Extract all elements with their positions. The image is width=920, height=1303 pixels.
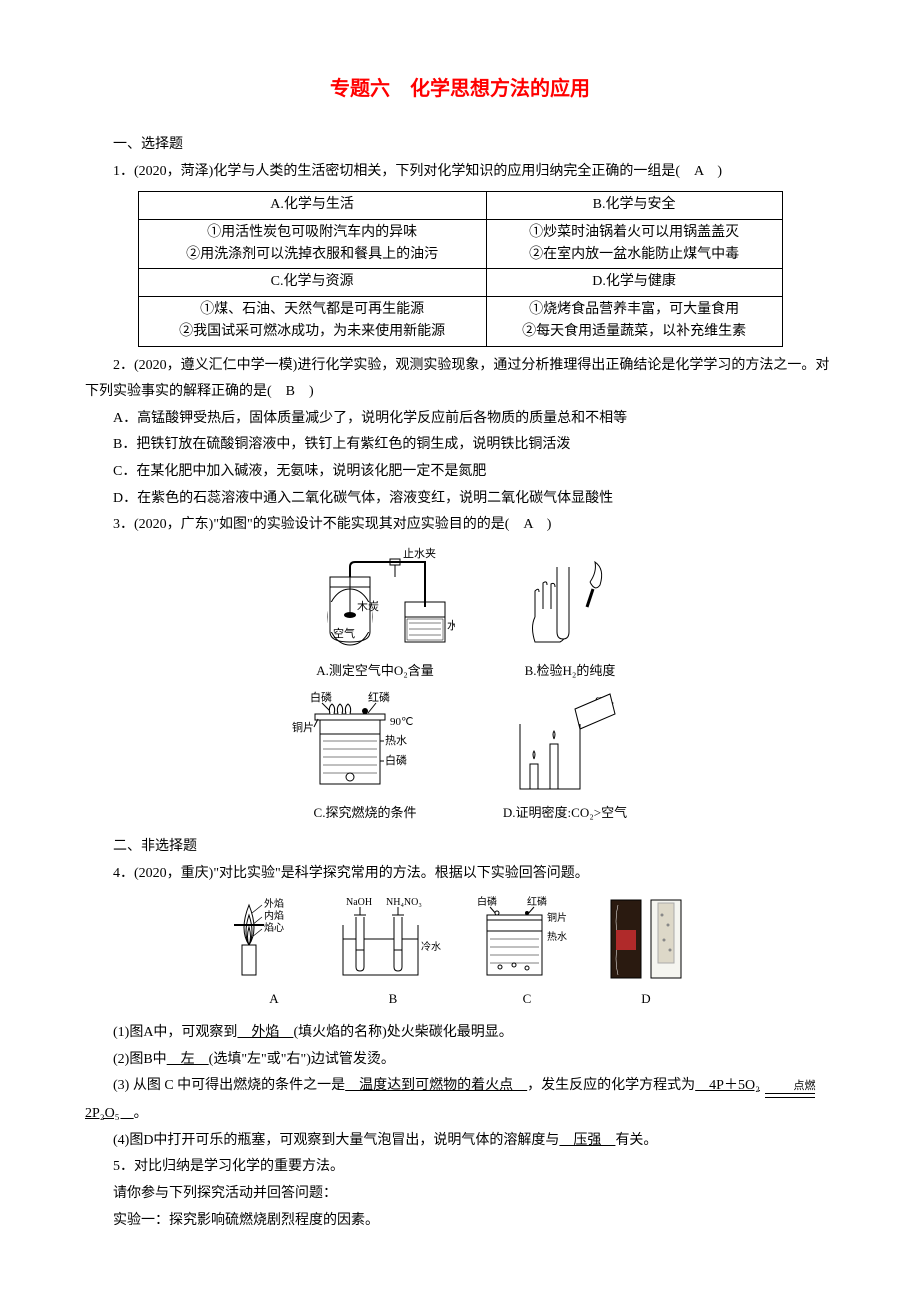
label-copper-c: 铜片	[547, 911, 567, 924]
q4-3-eq-arrow: 点燃	[765, 1081, 815, 1101]
q4-sub4: (4)图D中打开可乐的瓶塞，可观察到大量气泡冒出，说明气体的溶解度与 压强 有关…	[85, 1128, 835, 1155]
q4-stem: 4．(2020，重庆)"对比实验"是科学探究常用的方法。根据以下实验回答问题。	[85, 861, 835, 888]
q3-caption-c: C.探究燃烧的条件	[314, 801, 417, 826]
q2-stem: 2．(2020，遵义汇仁中学一模)进行化学实验，观测实验现象，通过分析推理得出正…	[85, 353, 835, 406]
label-redp: 红磷	[368, 691, 390, 704]
q4-2-post: (选填"左"或"右")边试管发烫。	[209, 1052, 395, 1067]
q4-4-ans: 压强	[559, 1133, 615, 1148]
q4-caption-a: A	[269, 987, 278, 1012]
q2-option-a: A．高锰酸钾受热后，固体质量减少了，说明化学反应前后各物质的质量总和不相等	[85, 406, 835, 433]
q5-line3: 实验一：探究影响硫燃烧剧烈程度的因素。	[85, 1208, 835, 1235]
q4-3-eq-cond: 点燃	[765, 1081, 815, 1092]
q4-2-ans: 左	[167, 1052, 209, 1067]
q4-4-pre: (4)图D中打开可乐的瓶塞，可观察到大量气泡冒出，说明气体的溶解度与	[113, 1133, 559, 1148]
q4-diagram-block: 外焰 内焰 焰心 A NaOH NH₄NO₃	[85, 895, 835, 1012]
label-cold: 冷水	[421, 940, 441, 953]
label-water: 水	[447, 619, 455, 632]
q4-3-eq-right: 2P₂O₅	[85, 1106, 134, 1121]
q4-diagram-d: D	[606, 895, 686, 1012]
q1-cell-d-body: ①烧烤食品营养丰富，可大量食用 ②每天食用适量蔬菜，以补充维生素	[486, 296, 782, 346]
label-copper: 铜片	[292, 720, 314, 734]
q4-2-pre: (2)图B中	[113, 1052, 167, 1067]
q4-1-post: (填火焰的名称)处火柴碳化最明显。	[293, 1025, 512, 1040]
q3-caption-b: B.检验H₂的纯度	[525, 659, 616, 684]
q4-3-pre: (3) 从图 C 中可得出燃烧的条件之一是	[113, 1078, 345, 1093]
q1-cell-b-body: ①炒菜时油锅着火可以用锅盖盖灭 ②在室内放一盆水能防止煤气中毒	[486, 219, 782, 269]
label-naoh: NaOH	[346, 897, 372, 908]
section-1-heading: 一、选择题	[85, 132, 835, 159]
q4-3-eq-left: 4P＋5O₂	[695, 1078, 760, 1093]
q1-cell-c-head: C.化学与资源	[138, 269, 486, 296]
q1-cell-a-body: ①用活性炭包可吸附汽车内的异味 ②用洗涤剂可以洗掉衣服和餐具上的油污	[138, 219, 486, 269]
q3-stem: 3．(2020，广东)"如图"的实验设计不能实现其对应实验目的的是( A )	[85, 512, 835, 539]
label-air: 空气	[333, 626, 355, 640]
q2-option-c: C．在某化肥中加入碱液，无氨味，说明该化肥一定不是氮肥	[85, 459, 835, 486]
q4-3-ans1: 温度达到可燃物的着火点	[345, 1078, 527, 1093]
q4-sub2: (2)图B中 左 (选填"左"或"右")边试管发烫。	[85, 1047, 835, 1074]
q5-stem: 5．对比归纳是学习化学的重要方法。	[85, 1154, 835, 1181]
section-2-heading: 二、非选择题	[85, 834, 835, 861]
q3-diagram-a: 止水夹 木炭 空气	[295, 547, 455, 684]
q1-cell-a-head: A.化学与生活	[138, 192, 486, 219]
q4-3-post: 。	[134, 1106, 148, 1121]
label-temp: 90℃	[390, 716, 413, 728]
label-core-flame: 焰心	[264, 921, 284, 934]
q1-cell-b-head: B.化学与安全	[486, 192, 782, 219]
q4-diagram-b: NaOH NH₄NO₃ 冷水 B	[338, 895, 448, 1012]
label-inner-flame: 内焰	[264, 909, 284, 922]
q4-3-mid: ，发生反应的化学方程式为	[527, 1078, 695, 1093]
label-charcoal: 木炭	[357, 600, 379, 613]
q4-sub1: (1)图A中，可观察到 外焰 (填火焰的名称)处火柴碳化最明显。	[85, 1020, 835, 1047]
q1-cell-d-head: D.化学与健康	[486, 269, 782, 296]
q5-line2: 请你参与下列探究活动并回答问题：	[85, 1181, 835, 1208]
label-hot-c: 热水	[547, 930, 567, 943]
label-stop: 止水夹	[403, 547, 436, 560]
label-whitep-c: 白磷	[477, 895, 497, 908]
page-title: 专题六 化学思想方法的应用	[85, 70, 835, 108]
q1-cell-c-body: ①煤、石油、天然气都是可再生能源 ②我国试采可燃冰成功，为未来使用新能源	[138, 296, 486, 346]
q4-1-pre: (1)图A中，可观察到	[113, 1025, 237, 1040]
q3-diagram-d: CO₂ D.证明密度:CO₂>空气	[500, 689, 630, 826]
q2-option-d: D．在紫色的石蕊溶液中通入二氧化碳气体，溶液变红，说明二氧化碳气体显酸性	[85, 486, 835, 513]
label-redp-c: 红磷	[527, 895, 547, 908]
q3-diagram-block: 止水夹 木炭 空气	[85, 547, 835, 826]
q4-caption-c: C	[523, 987, 532, 1012]
q4-diagram-c: 白磷 红磷 铜片 热水	[472, 895, 582, 1012]
q3-caption-d: D.证明密度:CO₂>空气	[503, 801, 627, 826]
q3-diagram-b: B.检验H₂的纯度	[515, 547, 625, 684]
q1-stem: 1．(2020，菏泽)化学与人类的生活密切相关，下列对化学知识的应用归纳完全正确…	[85, 159, 835, 186]
q4-4-post: 有关。	[615, 1133, 657, 1148]
q1-options-table: A.化学与生活 B.化学与安全 ①用活性炭包可吸附汽车内的异味 ②用洗涤剂可以洗…	[138, 191, 783, 346]
q2-option-b: B．把铁钉放在硫酸铜溶液中，铁钉上有紫红色的铜生成，说明铁比铜活泼	[85, 432, 835, 459]
label-outer-flame: 外焰	[264, 897, 284, 910]
label-whitep: 白磷	[310, 690, 332, 704]
label-whitep-in: 白磷	[385, 753, 407, 767]
q4-1-ans: 外焰	[237, 1025, 293, 1040]
q3-diagram-c: 白磷 红磷 90℃ 铜片 热水	[290, 689, 440, 826]
label-hotwater-c: 热水	[385, 734, 407, 747]
q4-caption-b: B	[389, 987, 398, 1012]
q3-caption-a: A.测定空气中O₂含量	[316, 659, 434, 684]
label-nh4no3: NH₄NO₃	[386, 897, 422, 908]
q4-sub3: (3) 从图 C 中可得出燃烧的条件之一是 温度达到可燃物的着火点 ，发生反应的…	[85, 1073, 835, 1128]
q4-diagram-a: 外焰 内焰 焰心 A	[234, 895, 314, 1012]
q4-caption-d: D	[641, 987, 650, 1012]
